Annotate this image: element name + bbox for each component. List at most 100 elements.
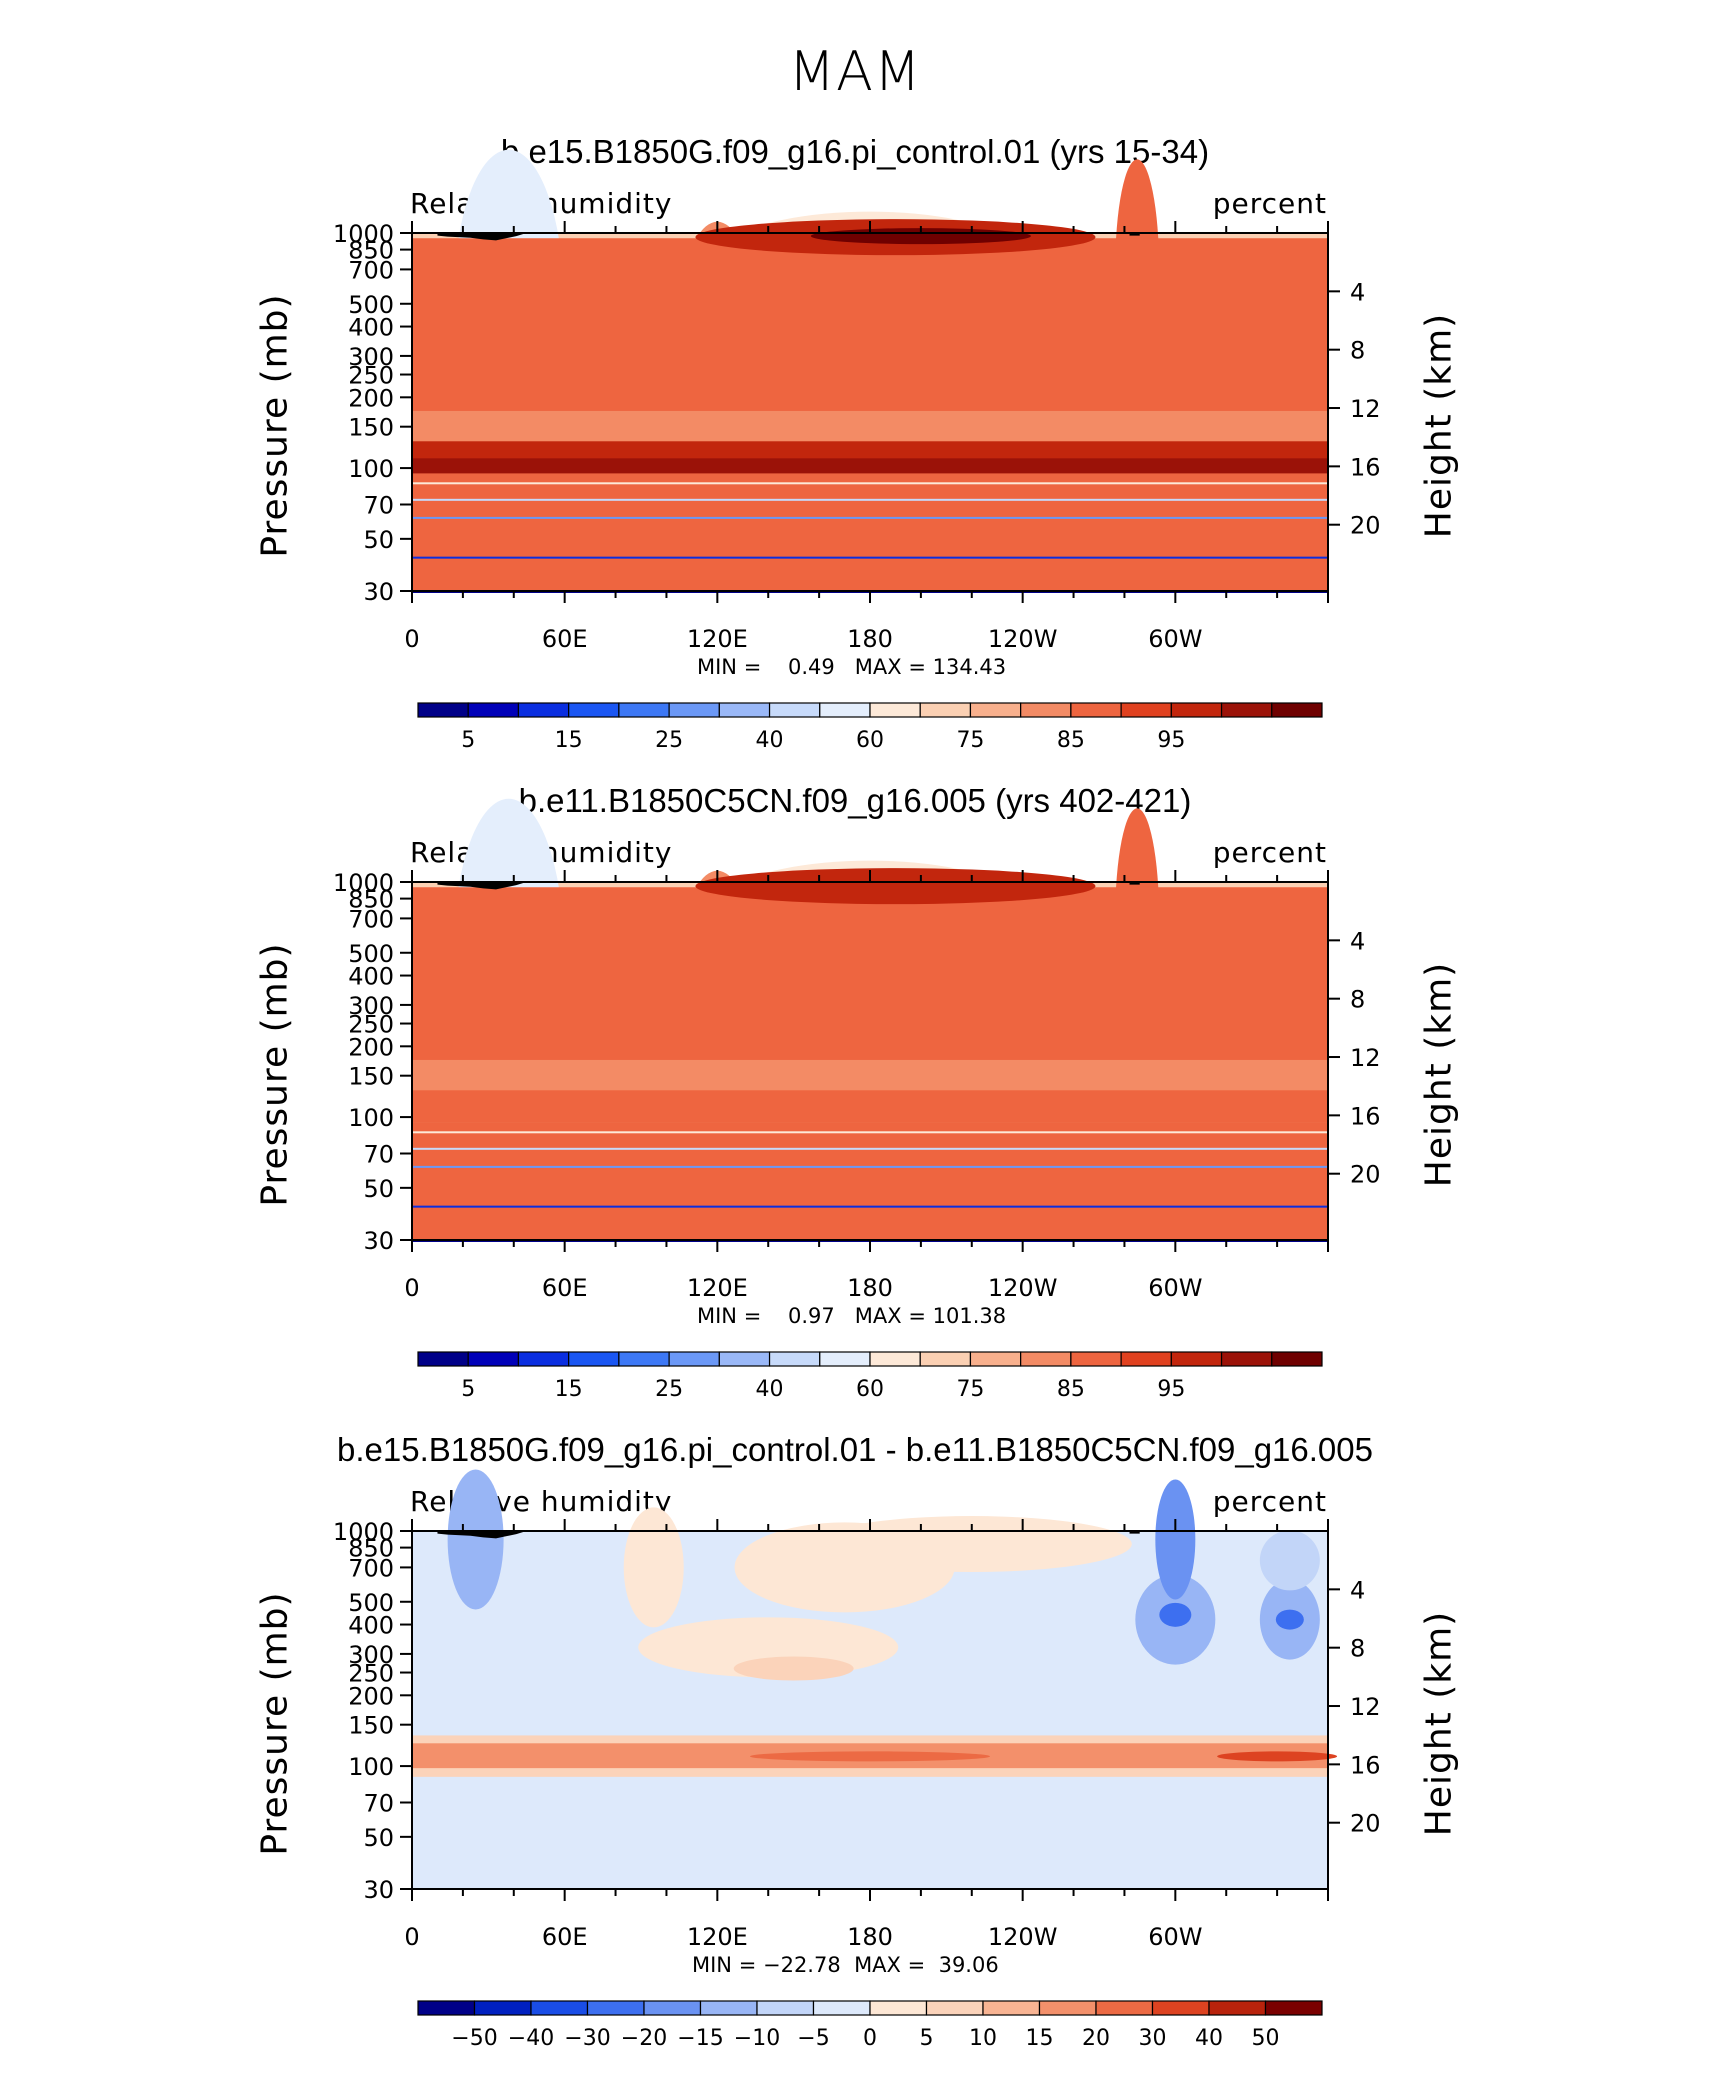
x-tick-label: 180	[847, 1274, 893, 1302]
figure-supertitle: MAM	[788, 40, 922, 103]
min-label: MIN =	[692, 1953, 757, 1977]
strat-layer-1	[412, 1205, 1328, 1208]
x-tick-label: 60W	[1148, 1274, 1202, 1302]
colorbar-label: 10	[969, 2026, 997, 2051]
x-tick-label: 120E	[687, 1274, 748, 1302]
colorbar-box	[517, 702, 570, 718]
colorbar-box	[1220, 1351, 1273, 1367]
colorbar-label: 25	[655, 1377, 683, 1402]
colorbar-box	[812, 2000, 871, 2016]
min-max-readout: MIN = 0.97 MAX = 101.38	[697, 1304, 1006, 1328]
colorbar-box	[1070, 702, 1122, 718]
pressure-tick-label: 200	[348, 1682, 394, 1710]
colorbar-box	[530, 2000, 589, 2016]
colorbar-box	[618, 1351, 670, 1367]
tropopause-band	[412, 1090, 1328, 1123]
colorbar-box	[1151, 2000, 1210, 2016]
colorbar: 5 15 25 40 60 75 85 95	[417, 702, 1323, 753]
contour-cold-atl3	[1259, 1530, 1320, 1591]
colorbar-box	[756, 2000, 815, 2016]
strat-layer-4	[412, 482, 1328, 485]
pressure-tick-label: 50	[363, 526, 394, 554]
strat-layer-2	[412, 1165, 1328, 1168]
colorbar-box	[417, 702, 469, 718]
pressure-tick-label: 300	[348, 992, 394, 1020]
max-value: 101.38	[932, 1304, 1007, 1328]
x-tick-label: 0	[404, 1923, 419, 1951]
panel-control: b.e11.B1850C5CN.f09_g16.005 (yrs 402-421…	[0, 782, 1710, 1432]
pressure-tick-label: 70	[363, 491, 394, 519]
contour-fill	[412, 798, 1328, 1242]
panel-title: b.e15.B1850G.f09_g16.pi_control.01 - b.e…	[336, 1431, 1373, 1468]
colorbar-box	[668, 702, 720, 718]
colorbar-box	[869, 2000, 928, 2016]
pressure-tick-label: 200	[348, 384, 394, 412]
strat-layer-3	[412, 498, 1328, 501]
pressure-tick-label: 700	[348, 1554, 394, 1582]
colorbar: −50 −40 −30 −20 −15 −10 −5 0 5 10 15 20 30 40 50	[417, 2000, 1323, 2051]
max-value: 39.06	[938, 1953, 999, 1977]
contour-cold-atl2-core	[1275, 1609, 1304, 1630]
x-tick-label: 0	[404, 1274, 419, 1302]
height-tick-label: 20	[1350, 1161, 1381, 1189]
x-tick-label: 180	[847, 1923, 893, 1951]
pressure-tick-label: 70	[363, 1140, 394, 1168]
pressure-tick-label: 250	[348, 1011, 394, 1039]
x-tick-label: 60E	[542, 1274, 588, 1302]
colorbar-box	[919, 1351, 972, 1367]
units-label: percent	[1212, 1485, 1327, 1518]
colorbar-label: 25	[655, 728, 683, 753]
pressure-tick-label: 100	[348, 1104, 394, 1132]
min-value: −22.78	[762, 1953, 841, 1977]
colorbar-box	[1208, 2000, 1267, 2016]
colorbar-box	[982, 2000, 1041, 2016]
pressure-tick-label: 500	[348, 940, 394, 968]
strat-layer-4	[412, 1131, 1328, 1134]
colorbar-box	[1120, 702, 1172, 718]
colorbar-label: 75	[956, 1377, 984, 1402]
units-label: percent	[1212, 187, 1327, 220]
colorbar-label: 75	[956, 728, 984, 753]
pressure-tick-label: 700	[348, 256, 394, 284]
min-label: MIN =	[697, 1304, 762, 1328]
contour-cold-africa	[447, 1469, 504, 1610]
colorbar-label: 85	[1057, 1377, 1085, 1402]
colorbar-box	[1095, 2000, 1154, 2016]
colorbar-label: 5	[461, 728, 475, 753]
min-max-readout: MIN = 0.49 MAX = 134.43	[697, 655, 1006, 679]
colorbar-label: 15	[555, 1377, 583, 1402]
x-tick-label: 120W	[988, 1923, 1058, 1951]
colorbar-box	[869, 1351, 921, 1367]
x-tick-label: 60E	[542, 625, 588, 653]
pressure-tick-label: 500	[348, 291, 394, 319]
pressure-tick-label: 200	[348, 1033, 394, 1061]
colorbar-box	[768, 702, 821, 718]
colorbar-box	[417, 2000, 476, 2016]
height-tick-label: 16	[1350, 1102, 1381, 1130]
colorbar-box	[1170, 702, 1223, 718]
pressure-tick-label: 1000	[333, 869, 394, 897]
pressure-tick-label: 30	[363, 578, 394, 606]
topo-africa	[437, 882, 527, 890]
colorbar-label: 5	[461, 1377, 475, 1402]
pressure-tick-label: 850	[348, 886, 394, 914]
units-label: percent	[1212, 836, 1327, 869]
colorbar-box	[919, 702, 972, 718]
colorbar-label: −5	[797, 2026, 829, 2051]
panel-title: b.e15.B1850G.f09_g16.pi_control.01 (yrs …	[500, 133, 1210, 170]
colorbar-label: 20	[1082, 2026, 1110, 2051]
colorbar-box	[668, 1351, 720, 1367]
x-tick-label: 120E	[687, 1923, 748, 1951]
colorbar-box	[1271, 702, 1323, 718]
colorbar-box	[819, 1351, 871, 1367]
pressure-tick-label: 250	[348, 362, 394, 390]
pressure-tick-label: 400	[348, 963, 394, 991]
pressure-tick-label: 30	[363, 1876, 394, 1904]
height-tick-label: 12	[1350, 1693, 1381, 1721]
min-value: 0.97	[788, 1304, 835, 1328]
topo-africa	[437, 1531, 527, 1539]
height-tick-label: 8	[1350, 1635, 1365, 1663]
max-label: MAX =	[854, 1304, 926, 1328]
colorbar-box	[586, 2000, 645, 2016]
